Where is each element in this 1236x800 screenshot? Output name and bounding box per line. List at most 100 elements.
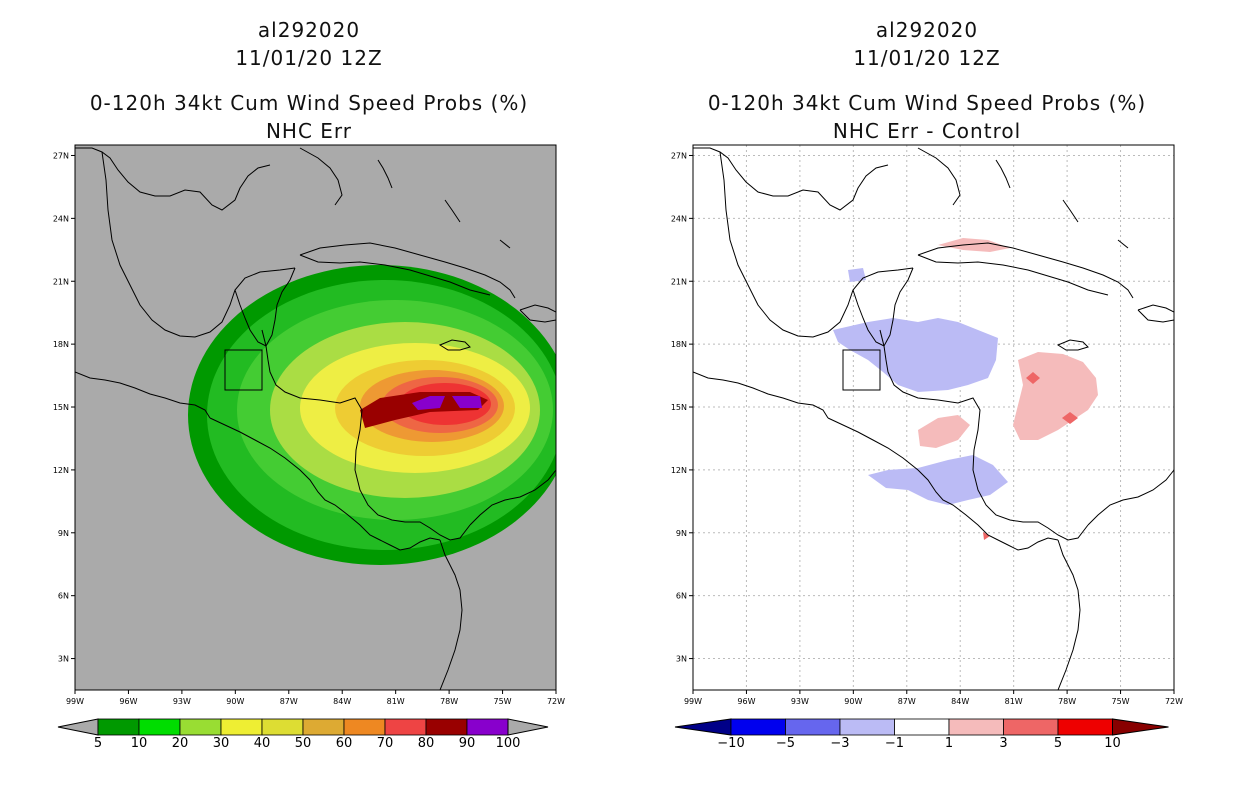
lon-tick-label: 84W [951,697,969,706]
colorbar-box [179,718,222,736]
lon-tick-label: 72W [547,697,565,706]
colorbar-label: 20 [172,736,189,751]
colorbar-label: 3 [999,736,1007,751]
lon-tick-label: 78W [440,697,458,706]
colorbar-box [730,718,786,736]
colorbar-box [302,718,345,736]
colorbar-label: 5 [94,736,102,751]
lon-tick-label: 72W [1165,697,1183,706]
colorbar-box [894,718,950,736]
right-title-subtitle: NHC Err - Control [832,119,1022,143]
lon-tick-label: 99W [66,697,84,706]
lat-tick-label: 27N [53,151,69,160]
colorbar-label: 1 [945,736,953,751]
lon-tick-label: 96W [119,697,137,706]
left-colorbar: 5 10 20 30 40 50 60 70 80 90 100 [57,718,549,751]
colorbar-label: 70 [377,736,394,751]
positive-area-cuba [938,238,1010,252]
lat-tick-label: 15N [53,403,69,412]
colorbar-over-triangle [507,718,549,736]
lat-tick-label: 15N [671,403,687,412]
colorbar-box [839,718,895,736]
right-title-storm: al292020 [875,18,979,42]
colorbar-label: 10 [131,736,148,751]
colorbar-box [384,718,427,736]
lat-tick-label: 3N [676,655,687,664]
left-map: 99W 96W 93W 90W 87W 84W 81W 78W 75W 72W 27N 24N 21N 1… [53,144,565,706]
lon-tick-label: 78W [1058,697,1076,706]
lon-tick-label: 87W [280,697,298,706]
lon-tick-label: 93W [173,697,191,706]
right-title-field: 0-120h 34kt Cum Wind Speed Probs (%) [707,91,1147,115]
lat-tick-label: 21N [671,277,687,286]
colorbar-label: −1 [885,736,904,751]
right-colorbar: −10 −5 −3 −1 1 3 5 10 [674,718,1169,751]
right-title-date: 11/01/20 12Z [853,46,1001,70]
lon-tick-label: 84W [333,697,351,706]
lon-tick-label: 81W [387,697,405,706]
colorbar-label: 60 [336,736,353,751]
lat-tick-label: 27N [671,151,687,160]
positive-area-central [918,415,970,448]
contour-100 [412,396,482,410]
right-map-frame [692,144,1175,691]
positive-peak-2 [1062,412,1078,424]
left-probability-contours [75,147,556,690]
lat-tick-label: 9N [58,529,69,538]
left-title-field: 0-120h 34kt Cum Wind Speed Probs (%) [89,91,529,115]
lat-tick-label: 24N [671,214,687,223]
right-gridlines [693,145,1174,690]
lat-tick-label: 12N [53,466,69,475]
lon-tick-label: 75W [494,697,512,706]
colorbar-label: −10 [717,736,744,751]
lon-tick-label: 93W [791,697,809,706]
lon-tick-label: 90W [226,697,244,706]
lon-tick-label: 75W [1112,697,1130,706]
left-map-frame [74,144,557,691]
positive-peak-3 [983,532,990,540]
negative-area-small [848,268,866,282]
lat-tick-label: 18N [671,340,687,349]
colorbar-box [1057,718,1113,736]
lon-tick-label: 81W [1005,697,1023,706]
negative-area-north [833,318,998,392]
colorbar-label: 5 [1054,736,1062,751]
lon-tick-label: 87W [898,697,916,706]
left-axes: 99W 96W 93W 90W 87W 84W 81W 78W 75W 72W 27N 24N 21N 1… [53,151,565,706]
right-axes: 99W 96W 93W 90W 87W 84W 81W 78W 75W 72W 27N 24N 21N 1… [671,151,1183,706]
colorbar-box [138,718,181,736]
lat-tick-label: 6N [58,592,69,601]
lon-tick-label: 90W [844,697,862,706]
colorbar-box [97,718,140,736]
lat-tick-label: 18N [53,340,69,349]
colorbar-box [343,718,386,736]
right-map-background [693,145,1174,690]
positive-peak-1 [1026,372,1040,384]
left-title-date: 11/01/20 12Z [235,46,383,70]
colorbar-label: 90 [459,736,476,751]
lon-tick-label: 96W [737,697,755,706]
lat-tick-label: 9N [676,529,687,538]
lat-tick-label: 21N [53,277,69,286]
colorbar-box [948,718,1004,736]
lat-tick-label: 12N [671,466,687,475]
left-title-storm: al292020 [257,18,361,42]
colorbar-box [785,718,841,736]
lon-tick-label: 99W [684,697,702,706]
right-difference-contours [693,147,1174,690]
colorbar-label: 10 [1104,736,1121,751]
lat-tick-label: 24N [53,214,69,223]
colorbar-box [1003,718,1059,736]
colorbar-label: −5 [776,736,795,751]
left-title-subtitle: NHC Err [265,119,353,143]
colorbar-box [425,718,468,736]
colorbar-box [220,718,263,736]
right-panel: al292020 11/01/20 12Z 0-120h 34kt Cum Wi… [618,0,1236,800]
colorbar-label: 40 [254,736,271,751]
colorbar-over-triangle [1112,718,1169,736]
colorbar-label: 80 [418,736,435,751]
right-map: 99W 96W 93W 90W 87W 84W 81W 78W 75W 72W 27N 24N 21N 1… [671,144,1183,706]
colorbar-label: 50 [295,736,312,751]
lat-tick-label: 6N [676,592,687,601]
colorbar-label: 30 [213,736,230,751]
